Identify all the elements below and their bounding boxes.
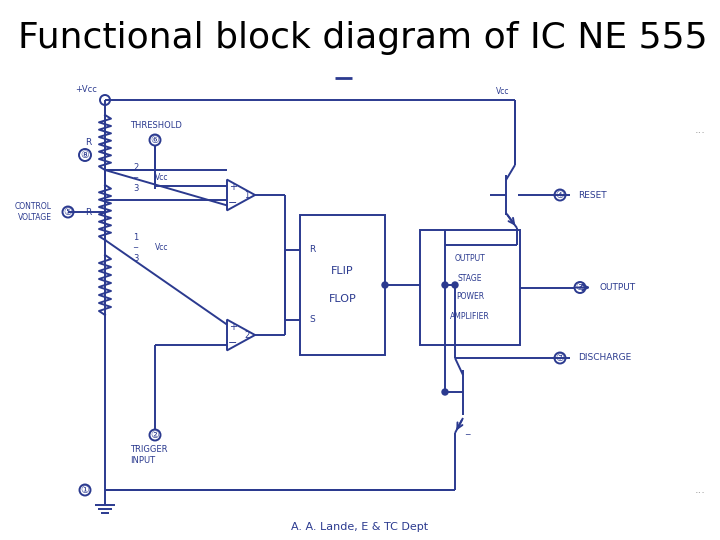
Text: S: S: [309, 315, 315, 325]
Text: FLIP: FLIP: [331, 266, 354, 276]
Text: CONTROL
VOLTAGE: CONTROL VOLTAGE: [15, 202, 52, 222]
Text: OUTPUT: OUTPUT: [600, 283, 636, 292]
Polygon shape: [227, 320, 255, 350]
Text: 2: 2: [244, 330, 250, 340]
Text: TRIGGER
INPUT: TRIGGER INPUT: [130, 446, 168, 465]
Text: DISCHARGE: DISCHARGE: [578, 354, 631, 362]
Text: +Vcc: +Vcc: [75, 85, 97, 94]
Text: ④: ④: [556, 190, 564, 200]
Text: THRESHOLD: THRESHOLD: [130, 120, 182, 130]
Text: R: R: [85, 208, 91, 217]
Text: RESET: RESET: [578, 191, 607, 199]
Text: ⑤: ⑤: [63, 207, 73, 217]
Text: ③: ③: [575, 282, 585, 293]
Text: Vcc: Vcc: [155, 242, 168, 252]
Circle shape: [442, 282, 448, 288]
Text: OUTPUT: OUTPUT: [454, 254, 485, 263]
Polygon shape: [227, 180, 255, 211]
Text: FLOP: FLOP: [328, 294, 356, 304]
Text: −: −: [464, 430, 470, 440]
Text: ⑦: ⑦: [556, 353, 564, 363]
Bar: [300, 215, 385, 355]
Text: AMPLIFIER: AMPLIFIER: [450, 312, 490, 321]
Circle shape: [442, 389, 448, 395]
Text: ─: ─: [133, 245, 138, 251]
Text: ②: ②: [150, 430, 159, 440]
Text: ⑧: ⑧: [81, 150, 89, 160]
Text: ─: ─: [133, 175, 138, 181]
Text: A. A. Lande, E & TC Dept: A. A. Lande, E & TC Dept: [292, 522, 428, 532]
Text: ⑥: ⑥: [150, 135, 159, 145]
Text: 3: 3: [133, 254, 138, 263]
Text: ...: ...: [695, 485, 706, 495]
Text: R: R: [309, 246, 315, 254]
Text: 3: 3: [133, 184, 138, 193]
Text: +: +: [229, 181, 237, 192]
Text: R: R: [85, 138, 91, 147]
Text: STAGE: STAGE: [458, 274, 482, 283]
Text: Vcc: Vcc: [496, 87, 510, 97]
Text: −: −: [228, 339, 238, 348]
Text: POWER: POWER: [456, 292, 484, 301]
Text: +: +: [229, 322, 237, 332]
Text: Vcc: Vcc: [155, 172, 168, 181]
Text: 2: 2: [133, 163, 138, 172]
Bar: [420, 230, 520, 345]
Text: ①: ①: [81, 485, 89, 495]
Text: ...: ...: [695, 125, 706, 135]
Text: 1: 1: [133, 233, 138, 242]
Circle shape: [382, 282, 388, 288]
Text: 1: 1: [244, 191, 250, 199]
Text: −: −: [228, 198, 238, 208]
Circle shape: [452, 282, 458, 288]
Text: Functional block diagram of IC NE 555: Functional block diagram of IC NE 555: [18, 21, 708, 55]
